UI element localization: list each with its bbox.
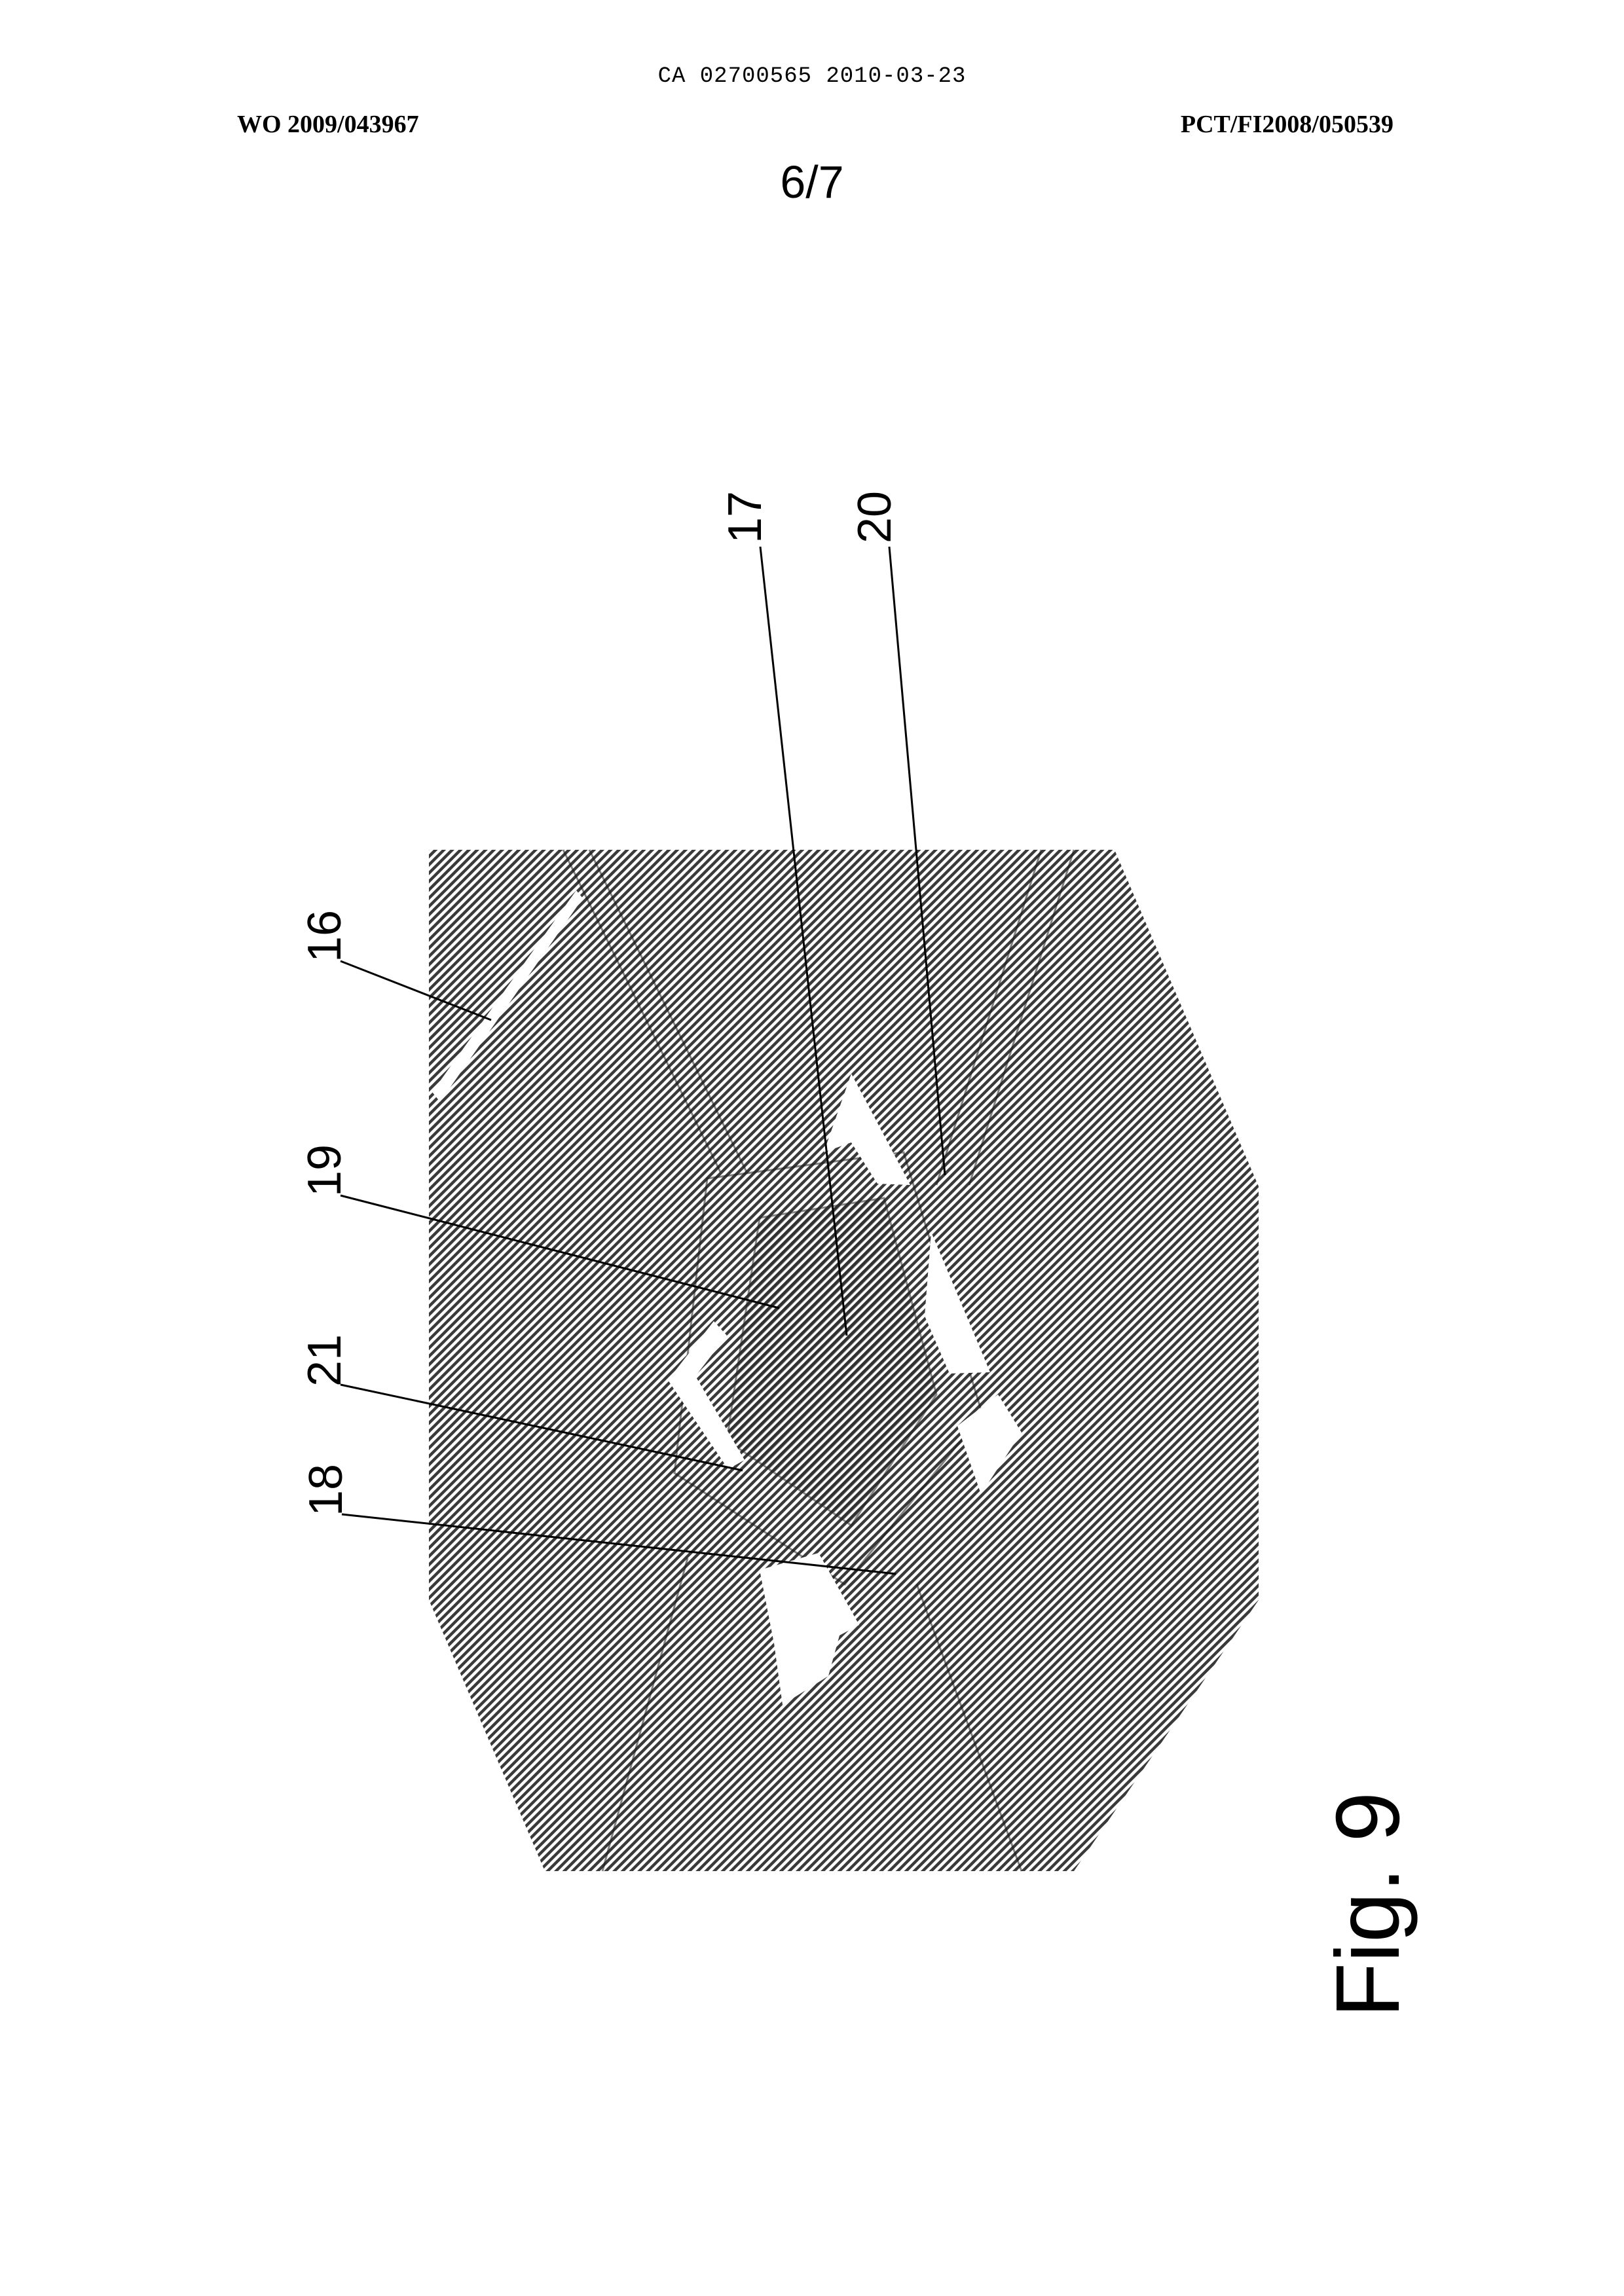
ref-numeral-18: 18 [300, 1464, 352, 1516]
figure-label: Fig. 9 [1318, 1792, 1418, 2018]
ref-numeral-16: 16 [299, 910, 351, 962]
ref-numeral-21: 21 [299, 1334, 351, 1387]
ref-numeral-19: 19 [299, 1144, 351, 1197]
ref-numeral-20: 20 [849, 491, 901, 543]
ref-numeral-17: 17 [719, 491, 771, 543]
